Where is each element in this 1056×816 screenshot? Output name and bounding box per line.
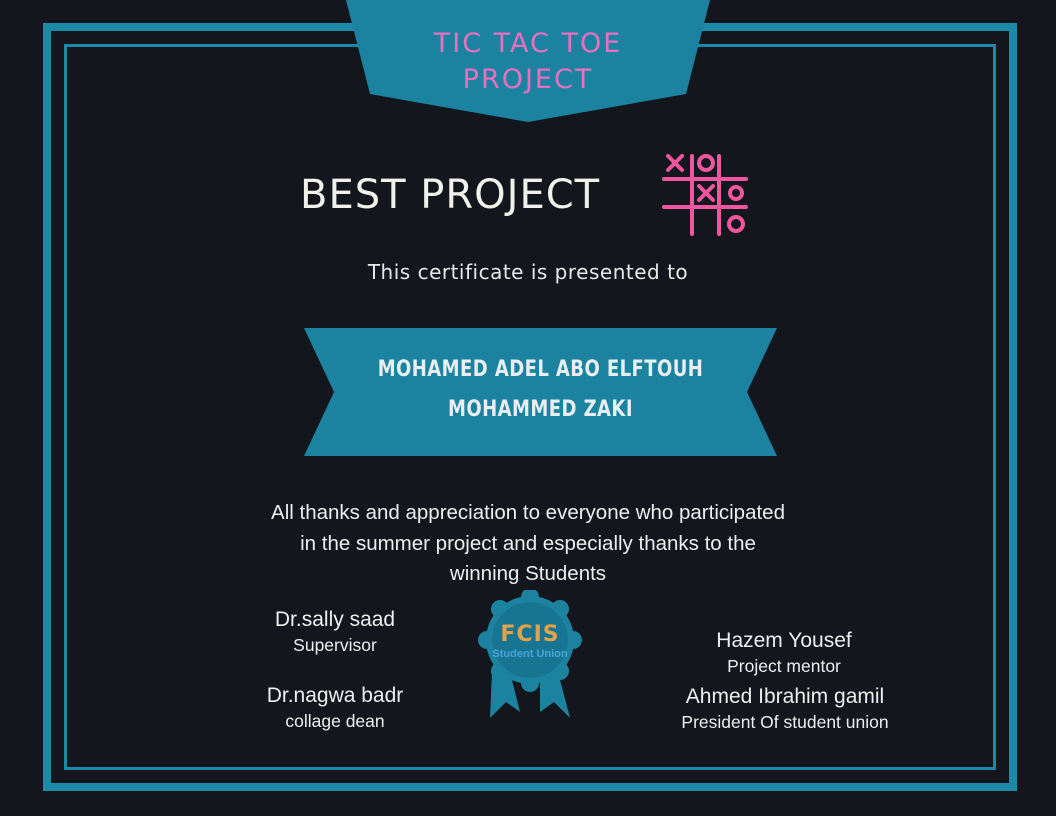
- recipient-name-1: MOHAMED ADEL ABO ELFTOUH: [377, 357, 704, 382]
- signature-supervisor: Dr.sally saad Supervisor: [235, 607, 435, 657]
- banner-title-line-1: TIC TAC TOE: [433, 28, 623, 59]
- banner-title-line-2: PROJECT: [462, 64, 594, 95]
- thanks-message: All thanks and appreciation to everyone …: [230, 498, 826, 590]
- thanks-line-3: winning Students: [449, 562, 607, 585]
- ribbon-shape: [304, 328, 777, 456]
- supervisor-role: Supervisor: [293, 635, 377, 655]
- seal-logo-text: FCIS: [500, 622, 560, 647]
- top-banner: TIC TAC TOE PROJECT: [346, 0, 710, 122]
- president-name: Ahmed Ibrahim gamil: [685, 685, 885, 708]
- president-role: President Of student union: [681, 712, 889, 732]
- thanks-line-2: in the summer project and especially tha…: [300, 531, 756, 555]
- tic-tac-toe-icon: [662, 154, 748, 236]
- seal-logo-subtitle: Student Union: [492, 648, 568, 660]
- recipient-names: MOHAMED ADEL ABO ELFTOUH MOHAMMED ZAKI: [304, 350, 777, 430]
- presented-to-text: This certificate is presented to: [367, 260, 689, 284]
- dean-name: Dr.nagwa badr: [266, 684, 404, 707]
- banner-title: TIC TAC TOE PROJECT: [346, 26, 710, 98]
- supervisor-name: Dr.sally saad: [274, 608, 396, 631]
- seal-shape: [478, 590, 582, 718]
- signature-mentor: Hazem Yousef Project mentor: [664, 628, 904, 678]
- award-ribbon-seal-icon: FCIS Student Union: [474, 590, 586, 726]
- certificate-heading: BEST PROJECT: [300, 172, 601, 218]
- recipient-name-2: MOHAMMED ZAKI: [448, 397, 633, 422]
- thanks-line-1: All thanks and appreciation to everyone …: [271, 501, 785, 524]
- mentor-name: Hazem Yousef: [716, 629, 852, 652]
- signature-dean: Dr.nagwa badr collage dean: [235, 683, 435, 733]
- recipient-ribbon: MOHAMED ADEL ABO ELFTOUH MOHAMMED ZAKI: [304, 328, 777, 456]
- dean-role: collage dean: [285, 711, 385, 731]
- top-banner-shape: [346, 0, 710, 122]
- mentor-role: Project mentor: [727, 656, 841, 676]
- signature-president: Ahmed Ibrahim gamil President Of student…: [650, 684, 920, 734]
